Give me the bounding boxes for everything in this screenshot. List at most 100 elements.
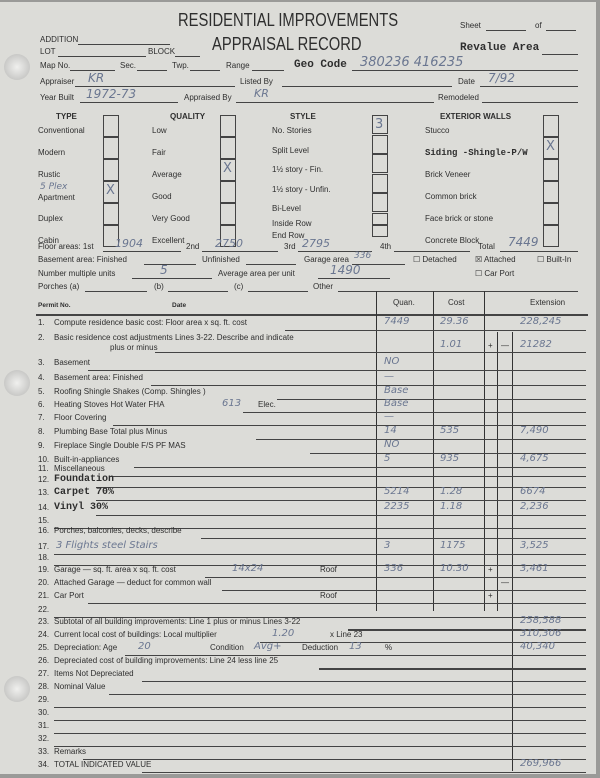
line-label: Heating Stoves Hot Water FHA — [54, 400, 165, 409]
style-checkbox[interactable] — [372, 173, 388, 193]
extension-value: 21282 — [520, 339, 552, 350]
date-value: 7/92 — [488, 71, 515, 85]
type-checkbox[interactable] — [103, 203, 119, 225]
line-number: 24. — [38, 630, 50, 639]
quality-item-label: Low — [152, 126, 167, 135]
line-label: Garage — sq. ft. area x sq. ft. cost — [54, 565, 176, 574]
walls-checkbox[interactable] — [543, 159, 559, 181]
line-label: Plumbing Base Total plus Minus — [54, 427, 168, 436]
porch-b-label: (b) — [154, 282, 164, 291]
basement-label: Basement area: Finished — [38, 255, 127, 264]
type-item-label: Apartment — [38, 193, 75, 202]
of-label: of — [535, 21, 542, 30]
cost-value: 1.01 — [440, 339, 463, 350]
total-area-value: 7449 — [508, 235, 539, 249]
line-label: Items Not Depreciated — [54, 669, 134, 678]
extension-value: 228,245 — [520, 316, 562, 327]
style-checkbox[interactable] — [372, 134, 388, 154]
quan-value: — — [384, 371, 394, 382]
porches-label: Porches (a) — [38, 282, 80, 291]
map-no-label: Map No. — [40, 61, 71, 70]
line-number: 7. — [38, 413, 45, 422]
walls-heading: EXTERIOR WALLS — [440, 112, 512, 121]
other-label: Other — [313, 282, 334, 291]
line-label: Porches, balconies, decks, describe — [54, 526, 182, 535]
quan-value: — — [384, 411, 394, 422]
car-port-label: Car Port — [484, 269, 515, 278]
twp-label: Twp. — [172, 61, 189, 70]
quan-value: 3 — [384, 540, 391, 551]
walls-checkbox[interactable] — [543, 115, 559, 137]
line-number: 3. — [38, 358, 45, 367]
walls-checkbox[interactable] — [543, 181, 559, 203]
year-built-value: 1972-73 — [86, 87, 137, 101]
walls-checkbox[interactable] — [543, 203, 559, 225]
line-number: 2. — [38, 333, 45, 342]
built-in-checkbox[interactable]: ☐ Built-In — [537, 255, 572, 264]
handwritten-entry: 1.20 — [272, 628, 295, 639]
line-label: Built-in-appliances — [54, 455, 120, 464]
line-number: 17. — [38, 542, 50, 551]
line-label: Vinyl 30% — [54, 502, 109, 513]
extension-value: 2,236 — [520, 501, 549, 512]
line-label: Compute residence basic cost: Floor area… — [54, 318, 247, 327]
quality-checkbox[interactable] — [220, 181, 236, 203]
line-label: Basement — [54, 358, 91, 367]
detached-checkbox[interactable]: ☐ Detached — [413, 255, 457, 264]
line-number: 33. — [38, 747, 50, 756]
walls-checkbox[interactable]: X — [543, 137, 559, 159]
third-label: 3rd — [284, 242, 296, 251]
line-label-extra: Elec. — [258, 400, 276, 409]
line-label: Attached Garage — deduct for common wall — [54, 578, 212, 587]
line-label: Floor Covering — [54, 413, 107, 422]
type-checkbox[interactable] — [103, 115, 119, 137]
walls-checkbox[interactable] — [543, 225, 559, 247]
type-item-label: Duplex — [38, 214, 63, 223]
style-checkbox[interactable] — [372, 212, 388, 225]
car-port-checkbox[interactable]: ☐ Car Port — [475, 269, 515, 278]
stories-value: 3 — [375, 117, 384, 132]
line-label: Subtotal of all building improvements: L… — [54, 617, 301, 626]
type-checkbox[interactable]: X — [103, 181, 119, 203]
quality-checkbox[interactable]: X — [220, 159, 236, 181]
line-number: 18. — [38, 553, 50, 562]
floor-areas-label: Floor areas: 1st — [38, 242, 94, 251]
plus-sign: + — [488, 591, 493, 600]
quality-item-label: Fair — [152, 148, 166, 157]
style-checkbox[interactable]: 3 — [372, 115, 388, 134]
remodeled-label: Remodeled — [438, 93, 479, 102]
year-built-label: Year Built — [40, 93, 74, 102]
quality-checkbox[interactable] — [220, 203, 236, 225]
fourth-label: 4th — [380, 242, 392, 251]
quality-checkbox[interactable] — [220, 115, 236, 137]
walls-item-label: Common brick — [425, 192, 477, 201]
second-floor-value: 2750 — [215, 237, 243, 250]
cost-value: 1.18 — [440, 501, 463, 512]
type-checkbox[interactable] — [103, 137, 119, 159]
detached-label: Detached — [422, 255, 457, 264]
style-checkbox[interactable] — [372, 193, 388, 212]
quality-checkbox[interactable] — [220, 137, 236, 159]
handwritten-entry: 3 Flights steel Stairs — [56, 540, 158, 551]
attached-checkbox[interactable]: ☒ Attached — [475, 255, 516, 264]
line-label: Roofing Shingle Shakes (Comp. Shingles ) — [54, 387, 206, 396]
type-checkbox[interactable] — [103, 225, 119, 247]
line-number: 30. — [38, 708, 50, 717]
line-label: TOTAL INDICATED VALUE — [54, 760, 152, 769]
punch-hole — [4, 54, 30, 80]
units-label: Number multiple units — [38, 269, 116, 278]
garage-area-label: Garage area — [304, 255, 349, 264]
attached-label: Attached — [483, 255, 516, 264]
style-checkbox[interactable] — [372, 224, 388, 237]
line-label: Remarks — [54, 747, 87, 756]
quality-item-label: Good — [152, 192, 172, 201]
extension-value: 258,588 — [520, 615, 562, 626]
type-checkbox[interactable] — [103, 159, 119, 181]
line-number: 27. — [38, 669, 50, 678]
check-mark: X — [546, 139, 555, 154]
avg-area-label: Average area per unit — [218, 269, 295, 278]
line-number: 32. — [38, 734, 50, 743]
style-checkbox[interactable] — [372, 154, 388, 173]
quan-value: 7449 — [384, 316, 410, 327]
quality-checkbox[interactable] — [220, 225, 236, 247]
